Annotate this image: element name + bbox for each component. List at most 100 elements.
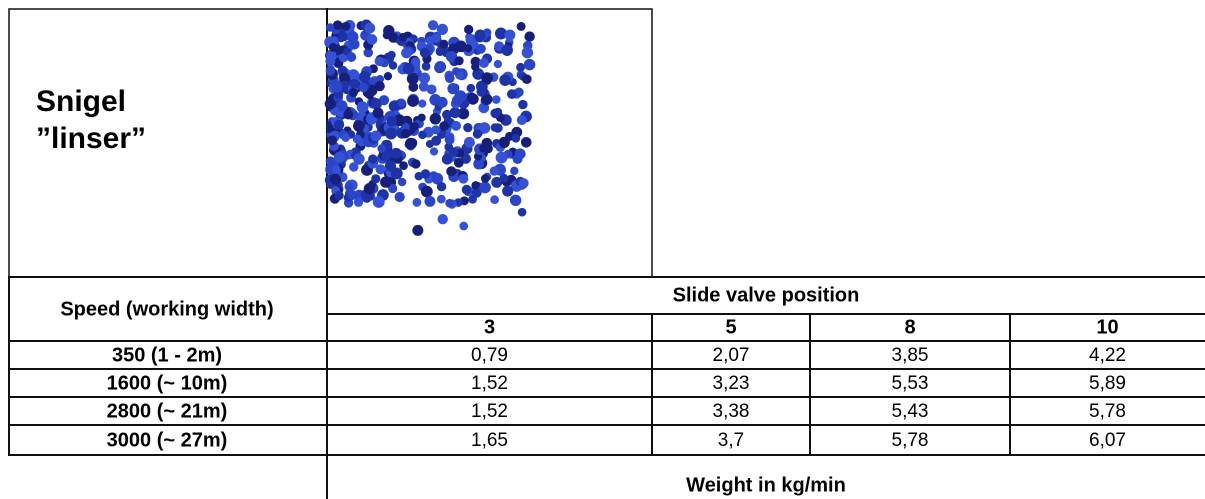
pellet [356,101,369,113]
pellet [382,31,391,40]
pellet [420,169,431,179]
pellet [493,123,503,133]
pellet [420,185,433,198]
pellet [418,99,427,108]
pellet [459,221,469,231]
cell: 1,52 [471,373,508,394]
cell: 1,52 [471,401,508,422]
pellet [471,181,480,190]
pellet [421,62,431,71]
pellet [327,135,338,146]
pellet [375,75,385,84]
pellet [417,113,426,122]
pellet [390,147,402,159]
pellet [439,121,449,131]
pellet [394,191,405,203]
pellet [429,113,442,125]
pellet [451,94,463,106]
pellet [490,108,501,119]
pellet [471,62,480,72]
pellet [427,20,439,31]
pellet [514,148,526,160]
pellet [493,59,503,69]
pellet [499,173,509,183]
cell: 5,89 [1089,373,1126,394]
pellet [463,123,473,133]
pellet [334,190,344,201]
pellet [325,23,335,32]
pellet [401,47,412,59]
pellet [454,56,464,66]
pellet [366,34,378,45]
pellet [341,133,350,142]
pellet [408,138,418,148]
cell: 2,07 [713,345,750,366]
pellet [479,144,488,153]
pellet [328,43,338,52]
pellet [435,47,445,57]
pellet [451,120,461,131]
pellet [371,174,381,184]
pellet [466,83,476,93]
pellet [378,95,390,106]
pellet [329,36,339,46]
pellet [377,144,386,153]
pellet [333,119,345,131]
pellet [518,99,528,110]
cell: 0,79 [471,345,508,366]
pellet [326,49,337,61]
pellet [410,57,421,67]
cell: 3,7 [718,430,744,451]
pellet [437,213,448,225]
pellet [518,178,529,189]
pellet [499,74,511,86]
pellet [520,136,532,148]
pellet [400,128,411,139]
pellet [381,151,391,162]
pellet [429,147,439,156]
column-header: 3 [484,316,495,338]
pellet [517,207,527,217]
pellet [431,172,444,185]
cell: 5,78 [892,430,929,451]
pellet [372,195,385,208]
cell: 6,07 [1089,430,1126,451]
pellet [332,165,341,174]
pellet [330,173,342,185]
pellet [452,67,461,76]
column-header: 10 [1096,316,1118,338]
pellet [480,174,490,183]
row-header: Speed (working width) [60,298,273,320]
pellet [495,151,508,164]
pellet [347,69,360,82]
pellet [383,71,393,81]
pellet [364,22,376,34]
pellet [418,81,429,92]
pellet [349,39,360,50]
cell: 5,43 [892,401,929,422]
pellet [386,162,397,172]
footer: Weight in kg/min [686,474,846,496]
title-line: Snigel [36,85,126,118]
pellet [489,166,499,176]
pellet [476,43,486,54]
pellet [502,185,514,197]
pellet [358,82,369,93]
pellet [346,52,357,62]
pellet [332,20,343,30]
pellet [458,173,469,184]
pellet [343,109,354,120]
pellet [504,29,516,41]
pellet [331,81,343,93]
pellet [412,197,422,207]
pellet [411,159,421,169]
pellet [380,176,392,188]
pellet-image [324,19,536,236]
pellet [516,21,526,31]
pellet [325,157,335,167]
pellet [509,194,522,207]
pellet [431,33,441,43]
pellet [491,95,501,104]
